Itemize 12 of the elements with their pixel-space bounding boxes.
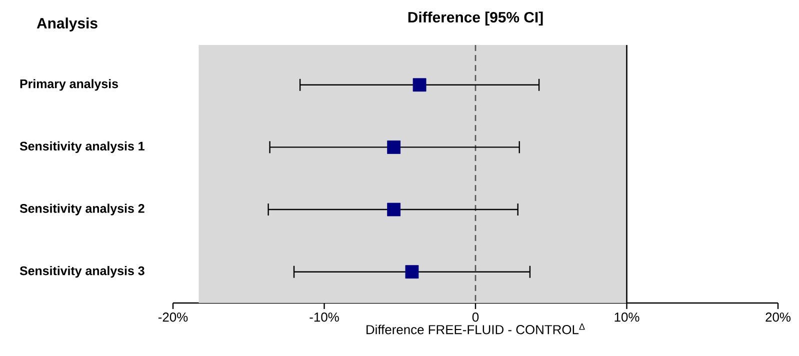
- y-tick-label: Sensitivity analysis 3: [20, 266, 144, 278]
- x-tick-label: 20%: [766, 312, 791, 322]
- x-tick-label: 10%: [614, 312, 640, 322]
- x-tick-label: 0: [472, 312, 479, 322]
- y-tick-label: Sensitivity analysis 2: [20, 204, 144, 216]
- y-tick-label: Sensitivity analysis 1: [20, 141, 144, 154]
- chart-title: Difference [95% CI]: [408, 12, 543, 26]
- x-tick-label: -20%: [158, 312, 188, 322]
- x-axis-title: Difference FREE-FLUID - CONTROL$^{Δ}$: [366, 324, 585, 334]
- y-tick-label: Primary analysis: [20, 79, 118, 91]
- x-tick-label: -10%: [310, 312, 339, 322]
- y-axis-title: Analysis: [36, 18, 98, 32]
